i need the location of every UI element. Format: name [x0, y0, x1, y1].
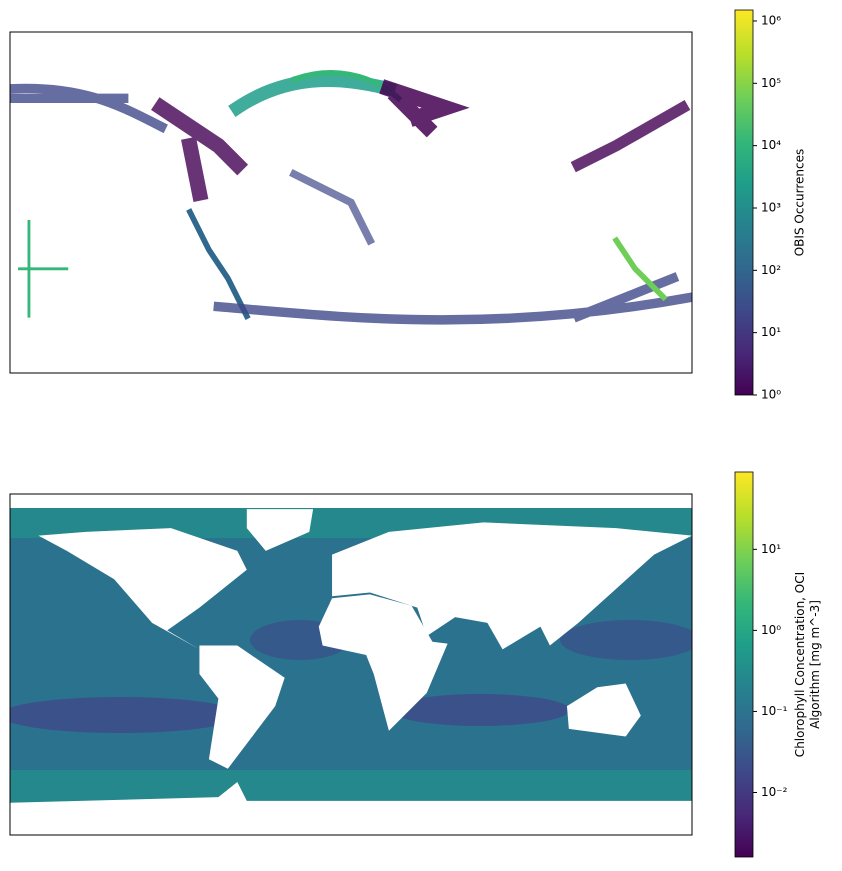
colorbar-label: OBIS Occurrences — [793, 149, 807, 257]
colorbar-tick-label: 10⁵ — [761, 76, 781, 90]
colorbar-tick-label: 10⁰ — [761, 623, 781, 637]
colorbar-tick-label: 10² — [761, 263, 781, 277]
axes-frame — [9, 31, 693, 374]
colorbar-tick-label: 10⁻¹ — [761, 704, 788, 718]
colorbar-tick-label: 10⁰ — [761, 388, 781, 402]
colorbar — [734, 471, 754, 858]
colorbar-label: Algorithm [mg m^-3] — [808, 600, 822, 729]
axes-frame — [9, 493, 693, 836]
colorbar-tick-label: 10³ — [761, 200, 781, 214]
colorbar-tick-label: 10⁻² — [761, 785, 788, 799]
colorbar — [734, 9, 754, 396]
occurrence-map — [10, 32, 692, 373]
colorbar-tick-label: 10⁴ — [761, 138, 781, 152]
colorbar-tick-label: 10⁶ — [761, 13, 781, 27]
colorbar-tick-label: 10¹ — [761, 542, 781, 556]
colorbar-tick-label: 10¹ — [761, 325, 781, 339]
colorbar-label: Chlorophyll Concentration, OCI — [793, 572, 807, 757]
chlorophyll-map — [10, 494, 692, 835]
